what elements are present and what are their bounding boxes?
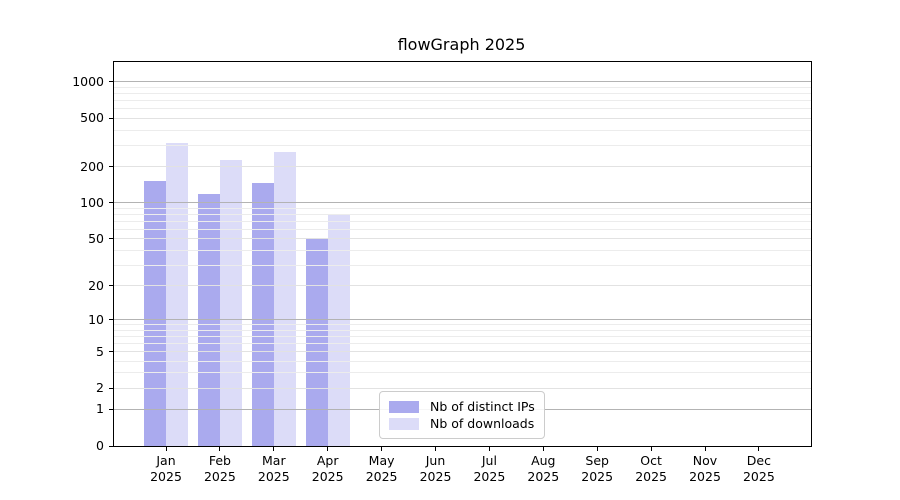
- x-label-month: Dec: [746, 453, 771, 468]
- y-tick-mark-1: [109, 408, 114, 410]
- x-label-month: Sep: [585, 453, 609, 468]
- y-tick-label-2: 2: [96, 380, 104, 396]
- x-label-year: 2025: [527, 469, 560, 484]
- bar-downloads-feb: [219, 159, 242, 446]
- legend-swatch-downloads: [389, 417, 419, 430]
- x-tick-label-apr: Apr 2025: [300, 453, 356, 485]
- x-label-month: Apr: [316, 453, 339, 468]
- x-label-year: 2025: [635, 469, 667, 484]
- x-tick-mark: [381, 446, 383, 451]
- y-tick-mark-5: [109, 351, 114, 353]
- y-tick-mark-0: [109, 445, 114, 447]
- bar-downloads-mar: [273, 151, 296, 446]
- x-label-month: Jul: [481, 453, 497, 468]
- bar-downloads-apr: [327, 213, 350, 446]
- x-label-year: 2025: [257, 469, 290, 484]
- y-tick-label-50: 50: [88, 230, 104, 246]
- x-label-year: 2025: [150, 469, 182, 484]
- y-tick-label-1: 1: [96, 401, 104, 417]
- y-tick-mark-200: [109, 166, 114, 168]
- x-label-month: Jun: [425, 453, 446, 468]
- x-tick-mark: [542, 446, 544, 451]
- x-label-month: Aug: [531, 453, 556, 468]
- y-tick-label-5: 5: [96, 343, 104, 359]
- y-tick-mark-2: [109, 387, 114, 389]
- y-tick-label-500: 500: [80, 110, 104, 126]
- x-label-year: 2025: [473, 469, 506, 484]
- x-tick-mark: [704, 446, 706, 451]
- x-tick-mark: [758, 446, 760, 451]
- legend-swatch-distinct-ips: [389, 400, 419, 413]
- legend-label-distinct-ips: Nb of distinct IPs: [430, 399, 535, 414]
- y-tick-label-100: 100: [80, 194, 104, 210]
- y-tick-mark-100: [109, 202, 114, 204]
- x-tick-label-jun: Jun 2025: [408, 453, 464, 485]
- x-label-year: 2025: [203, 469, 236, 484]
- x-label-month: Oct: [640, 453, 662, 468]
- x-tick-label-may: May 2025: [354, 453, 410, 485]
- legend: Nb of distinct IPs Nb of downloads: [379, 391, 545, 439]
- bar-downloads-jan: [166, 142, 188, 446]
- y-tick-label-0: 0: [96, 438, 104, 453]
- x-tick-mark: [488, 446, 490, 451]
- plot-area: Nb of distinct IPs Nb of downloads 0 1 2 5 1…: [72, 61, 812, 484]
- y-tick-label-20: 20: [88, 277, 104, 293]
- x-tick-label-nov: Nov 2025: [677, 453, 733, 485]
- y-tick-mark-20: [109, 285, 114, 287]
- bar-ips-feb: [197, 194, 220, 446]
- x-label-year: 2025: [742, 469, 775, 484]
- x-tick-mark: [650, 446, 652, 451]
- y-tick-mark-50: [109, 238, 114, 240]
- y-tick-label-10: 10: [88, 311, 104, 327]
- x-label-year: 2025: [419, 469, 452, 484]
- x-label-month: Feb: [208, 453, 231, 468]
- y-tick-mark-500: [109, 117, 114, 119]
- x-tick-label-oct: Oct 2025: [623, 453, 679, 485]
- y-tick-mark-1000: [109, 81, 114, 83]
- x-tick-label-dec: Dec 2025: [731, 453, 787, 485]
- x-label-month: Mar: [262, 453, 286, 468]
- x-tick-label-sep: Sep 2025: [569, 453, 625, 485]
- x-tick-mark: [165, 446, 167, 451]
- x-tick-label-jul: Jul 2025: [461, 453, 517, 485]
- x-tick-mark: [327, 446, 329, 451]
- x-label-month: May: [368, 453, 395, 468]
- bar-ips-apr: [305, 238, 328, 446]
- x-label-month: Nov: [692, 453, 718, 468]
- bars-layer: [114, 62, 811, 446]
- legend-item-downloads: Nb of downloads: [389, 415, 535, 432]
- bar-ips-mar: [251, 183, 274, 446]
- x-tick-label-feb: Feb 2025: [192, 453, 248, 485]
- bar-ips-jan: [144, 181, 166, 446]
- x-tick-label-aug: Aug 2025: [515, 453, 571, 485]
- x-label-year: 2025: [311, 469, 344, 484]
- x-tick-mark: [435, 446, 436, 451]
- x-tick-mark: [219, 446, 221, 451]
- x-label-year: 2025: [689, 469, 721, 484]
- x-label-year: 2025: [581, 469, 614, 484]
- x-tick-mark: [273, 446, 275, 451]
- legend-label-downloads: Nb of downloads: [430, 416, 535, 431]
- x-tick-label-jan: Jan 2025: [138, 453, 194, 485]
- chart-title: flowGraph 2025: [397, 35, 526, 54]
- x-label-year: 2025: [365, 469, 398, 484]
- x-label-month: Jan: [156, 453, 176, 468]
- y-tick-label-200: 200: [80, 158, 104, 174]
- y-tick-label-1000: 1000: [72, 73, 104, 89]
- x-tick-label-mar: Mar 2025: [246, 453, 302, 485]
- legend-item-distinct-ips: Nb of distinct IPs: [389, 398, 535, 415]
- x-tick-mark: [596, 446, 598, 451]
- y-tick-mark-10: [109, 319, 114, 321]
